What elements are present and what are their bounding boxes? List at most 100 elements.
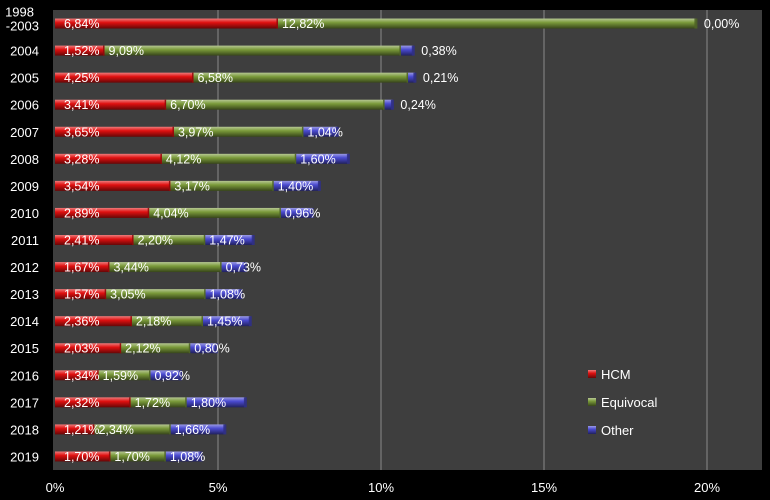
data-label: 1,47% [209,234,244,248]
data-label: 4,12% [166,152,201,166]
data-label: 1,72% [135,396,170,410]
data-label: 12,82% [282,17,324,31]
bar-cap [243,397,247,408]
data-labels: 6,84% 12,82% 0,00% 1,52% 9,09% 0,38% 4,25% 6,58… [64,17,739,464]
data-label: 3,17% [174,179,209,193]
category-label: 2008 [10,152,39,167]
bar-hcm [55,289,107,300]
bar-cap [346,153,350,164]
data-label: 2,12% [125,342,160,356]
bar-equivocal [131,316,204,327]
bar-hcm [55,45,105,56]
bar-hcm [55,451,111,462]
bar-hcm [55,99,167,110]
bar-equivocal [109,262,222,273]
data-label: 3,97% [178,125,213,139]
bar-other [186,397,246,408]
data-label: 9,09% [109,44,144,58]
data-label: 0,96% [285,206,320,220]
data-label: 0,92% [155,369,190,383]
data-label: 0,21% [423,71,458,85]
bar-other [221,262,246,273]
category-label: 2017 [10,395,39,410]
data-label: 4,25% [64,71,99,85]
data-label: 1,08% [170,450,205,464]
legend-swatch [588,370,596,378]
bar-cap [694,18,698,29]
category-label: 2012 [10,260,39,275]
legend-swatch [588,426,596,434]
data-label: 1,45% [207,315,242,329]
data-label: 0,80% [194,342,229,356]
bar-hcm [55,343,122,354]
bar-equivocal [193,72,409,83]
data-label: 3,28% [64,152,99,166]
value-axis-labels: 0% 5% 10% 15% 20% [46,480,721,495]
data-label: 2,18% [136,315,171,329]
data-label: 2,34% [98,423,133,437]
data-label: 0,73% [226,261,261,275]
bar-other [400,45,414,56]
bar-cap [335,126,339,137]
data-label: 1,70% [64,450,99,464]
bar-hcm [55,126,174,137]
bar-equivocal [98,370,151,381]
legend: HCM Equivocal Other [588,367,657,438]
data-label: 1,57% [64,288,99,302]
category-label: 2010 [10,206,39,221]
category-label: 2006 [10,98,39,113]
data-label: 0,24% [400,98,435,112]
bar-equivocal [110,451,166,462]
data-label: 3,05% [110,288,145,302]
bar-cap [251,235,255,245]
data-label: 4,04% [153,206,188,220]
bar-equivocal [106,289,206,300]
legend-label: Other [601,423,634,438]
category-label: 2019 [10,449,39,464]
bar-equivocal [166,99,385,110]
data-label: 1,52% [64,44,99,58]
category-label: 2009 [10,179,39,194]
x-tick-label: 5% [209,480,228,495]
data-label: 1,08% [210,288,245,302]
bars [55,18,698,462]
legend-label: Equivocal [601,395,657,410]
data-label: 1,60% [300,152,335,166]
data-label: 2,03% [64,342,99,356]
category-label: 2013 [10,287,39,302]
bar-equivocal [277,18,696,29]
bar-other [190,343,217,354]
bar-other [408,72,415,83]
bar-cap [248,316,252,327]
bar-cap [411,45,415,56]
data-label: 1,66% [175,423,210,437]
bar-cap [310,207,314,218]
data-label: 3,65% [64,125,99,139]
bar-hcm [55,180,171,191]
bar-hcm [55,18,278,29]
bar-other [203,316,251,327]
data-label: 1,21% [64,423,99,437]
bar-other [205,289,241,300]
bar-other [165,451,202,462]
x-tick-label: 10% [368,480,394,495]
category-label: 2004 [10,44,39,59]
bar-other [303,126,338,137]
data-label: 2,36% [64,315,99,329]
data-label: 3,54% [64,179,99,193]
category-label: 2018 [10,422,39,437]
category-label: 2011 [11,233,39,248]
data-label: 6,58% [198,71,233,85]
data-label: 2,20% [138,234,173,248]
data-label: 1,80% [191,396,226,410]
data-label: 6,70% [170,98,205,112]
data-label: 2,32% [64,396,99,410]
bar-equivocal [173,126,304,137]
data-label: 2,41% [64,234,99,248]
bar-cap [390,99,394,110]
bar-hcm [55,72,194,83]
x-tick-label: 0% [46,480,65,495]
bar-equivocal [121,343,191,354]
bar-hcm [55,316,132,327]
bar-cap [317,180,321,191]
